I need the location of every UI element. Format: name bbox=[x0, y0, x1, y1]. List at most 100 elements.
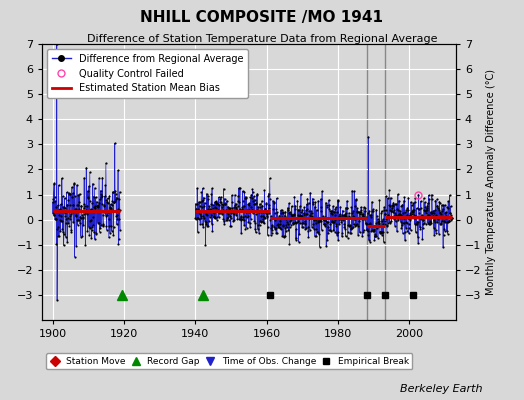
Point bbox=[258, 218, 266, 224]
Point bbox=[80, 204, 89, 211]
Point bbox=[325, 208, 334, 214]
Point bbox=[381, 210, 389, 217]
Point bbox=[360, 204, 368, 210]
Point bbox=[211, 199, 219, 205]
Point bbox=[327, 228, 335, 234]
Point bbox=[332, 221, 340, 227]
Point bbox=[115, 236, 123, 242]
Point bbox=[73, 217, 82, 223]
Point bbox=[412, 221, 421, 228]
Point bbox=[370, 237, 378, 243]
Point bbox=[349, 208, 357, 214]
Point bbox=[90, 185, 99, 191]
Point bbox=[435, 198, 443, 205]
Point bbox=[50, 180, 59, 186]
Point bbox=[388, 202, 396, 209]
Point bbox=[385, 220, 394, 226]
Point bbox=[430, 232, 439, 238]
Point bbox=[77, 214, 85, 221]
Point bbox=[73, 182, 81, 188]
Point bbox=[425, 196, 433, 202]
Point bbox=[222, 215, 231, 221]
Point bbox=[310, 216, 318, 223]
Point bbox=[248, 207, 256, 213]
Point bbox=[378, 218, 387, 224]
Point bbox=[259, 216, 267, 222]
Point bbox=[214, 194, 223, 200]
Point bbox=[448, 214, 456, 221]
Point bbox=[102, 223, 111, 229]
Point bbox=[222, 208, 230, 214]
Point bbox=[297, 191, 305, 198]
Point bbox=[244, 209, 253, 216]
Point bbox=[208, 221, 216, 227]
Point bbox=[303, 196, 312, 202]
Point bbox=[409, 212, 418, 218]
Point bbox=[324, 230, 332, 236]
Point bbox=[354, 209, 362, 215]
Point bbox=[411, 195, 419, 201]
Point bbox=[347, 226, 355, 232]
Point bbox=[246, 194, 255, 200]
Point bbox=[110, 224, 118, 230]
Point bbox=[349, 224, 357, 231]
Point bbox=[280, 232, 288, 239]
Point bbox=[293, 198, 302, 204]
Point bbox=[358, 233, 366, 239]
Point bbox=[340, 223, 348, 230]
Point bbox=[227, 215, 235, 222]
Point bbox=[222, 217, 230, 224]
Point bbox=[237, 216, 246, 222]
Point bbox=[422, 204, 431, 211]
Point bbox=[425, 212, 433, 218]
Point bbox=[308, 224, 316, 230]
Point bbox=[83, 202, 91, 209]
Point bbox=[81, 209, 89, 215]
Point bbox=[227, 210, 236, 216]
Point bbox=[332, 230, 341, 236]
Point bbox=[109, 232, 117, 238]
Point bbox=[362, 214, 370, 220]
Point bbox=[420, 195, 428, 201]
Point bbox=[431, 227, 440, 233]
Point bbox=[244, 219, 253, 225]
Point bbox=[428, 196, 436, 202]
Point bbox=[228, 199, 236, 205]
Point bbox=[213, 201, 222, 208]
Point bbox=[215, 210, 224, 216]
Point bbox=[343, 198, 351, 204]
Point bbox=[358, 216, 366, 222]
Point bbox=[206, 206, 215, 213]
Point bbox=[107, 223, 115, 230]
Point bbox=[211, 198, 220, 204]
Point bbox=[363, 226, 371, 232]
Point bbox=[279, 222, 287, 228]
Point bbox=[353, 221, 361, 228]
Point bbox=[377, 210, 386, 216]
Point bbox=[413, 219, 422, 225]
Point bbox=[110, 199, 118, 205]
Point bbox=[336, 214, 345, 220]
Point bbox=[417, 205, 425, 211]
Point bbox=[344, 229, 352, 235]
Point bbox=[114, 206, 122, 213]
Point bbox=[210, 210, 218, 216]
Point bbox=[115, 188, 124, 195]
Point bbox=[290, 220, 298, 226]
Point bbox=[387, 208, 396, 214]
Point bbox=[290, 206, 299, 212]
Point bbox=[352, 196, 361, 202]
Point bbox=[447, 217, 455, 223]
Point bbox=[284, 227, 292, 234]
Point bbox=[239, 198, 247, 204]
Point bbox=[348, 188, 356, 194]
Point bbox=[444, 218, 453, 224]
Point bbox=[257, 213, 265, 220]
Point bbox=[201, 218, 209, 224]
Point bbox=[66, 190, 74, 197]
Point bbox=[305, 227, 314, 234]
Point bbox=[258, 202, 267, 209]
Point bbox=[447, 215, 456, 221]
Point bbox=[103, 212, 112, 218]
Point bbox=[358, 211, 367, 217]
